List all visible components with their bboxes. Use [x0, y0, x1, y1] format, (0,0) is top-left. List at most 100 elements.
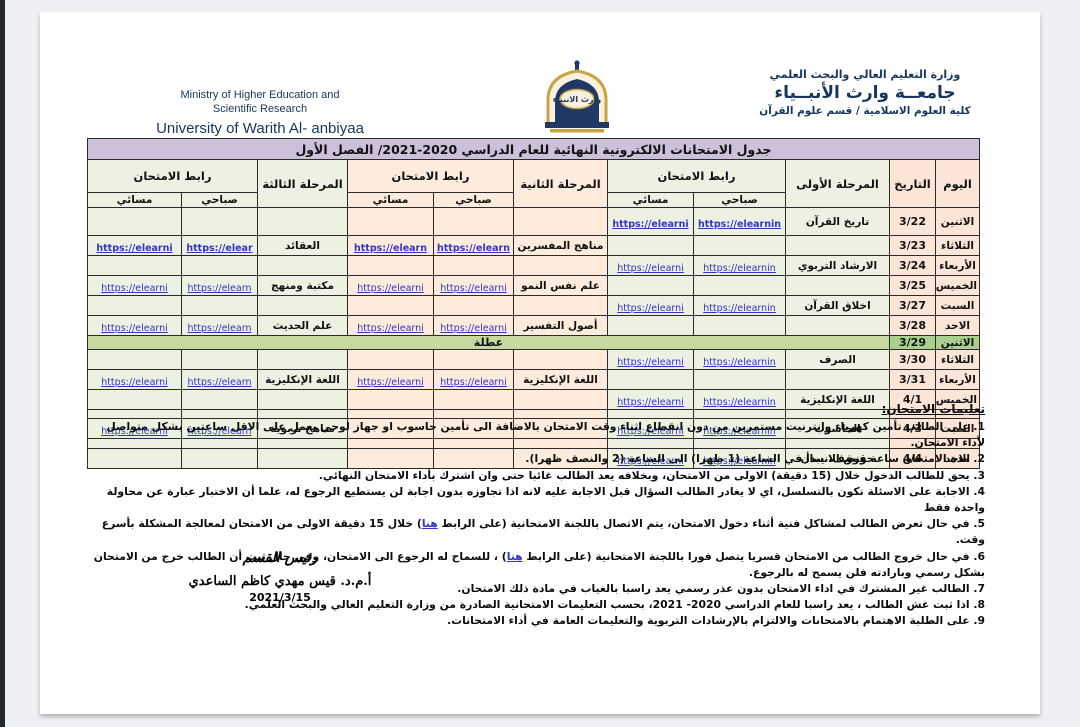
here-link[interactable]: هنا: [421, 517, 438, 531]
table-row: الاحد 3/28 أصول التفسير https://elearni http…: [86, 315, 980, 336]
university-name-english: University of Warith Al- anbiyaa: [156, 119, 364, 137]
exam-link-s1-am[interactable]: https://elearnin: [697, 219, 782, 230]
instruction-text: دقيقة الاولى من الامتحان لمعالجة المشكلة…: [101, 517, 985, 547]
link-cell-s3-pm: [86, 349, 183, 370]
exam-link-s1-pm[interactable]: https://elearni: [617, 397, 684, 408]
exam-link-s3-am[interactable]: https://elear: [186, 243, 253, 254]
exam-link-s1-am[interactable]: https://elearnin: [703, 456, 776, 467]
exam-link-s2-am[interactable]: https://elearni: [440, 323, 507, 334]
exam-link-s2-pm[interactable]: https://elearni: [357, 283, 424, 294]
link-cell-s2-am: [433, 448, 514, 469]
table-row: الأربعاء 3/31 اللغة الإنكليزية https://elea…: [86, 369, 980, 390]
exam-link-s1-pm[interactable]: https://elearni: [612, 219, 689, 230]
exam-link-s1-am[interactable]: https://elearnin: [703, 357, 776, 368]
link-cell-s3-pm: https://elearni: [86, 418, 183, 439]
exam-schedule-table: جدول الامتحانات الالكترونية النهائية للع…: [86, 138, 981, 469]
subject-cell-s1: تاريخ القرآن: [785, 207, 890, 236]
exam-link-s3-pm[interactable]: https://elearni: [101, 426, 168, 437]
instruction-text: 15 دقيقة: [776, 468, 827, 482]
exam-link-s1-am[interactable]: https://elearnin: [703, 426, 776, 437]
exam-link-s3-pm[interactable]: https://elearni: [101, 377, 168, 388]
date-cell: 3/31: [889, 369, 936, 390]
exam-link-s3-pm[interactable]: https://elearni: [101, 323, 168, 334]
day-cell: الاحد: [935, 315, 980, 336]
exam-link-s1-pm[interactable]: https://elearni: [617, 426, 684, 437]
subject-cell-s3: مكتبة ومنهج: [257, 275, 348, 296]
link-cell-s3-pm: https://elearni: [86, 315, 183, 336]
instruction-item-4: 4. الاجابة على الاسئلة تكون بالتسلسل، اي…: [93, 484, 985, 516]
link-cell-s2-pm: [347, 448, 434, 469]
subject-cell-s2: [513, 418, 608, 439]
link-cell-s2-pm: https://elearni: [347, 369, 434, 390]
instruction-number: 9.: [969, 614, 985, 628]
link-cell-s1-am: [693, 315, 786, 336]
exam-link-s1-am[interactable]: https://elearnin: [703, 397, 776, 408]
date-cell: 4/4: [889, 448, 936, 469]
subject-cell-s2: اللغة الإنكليزية: [513, 369, 608, 390]
link-cell-s2-pm: https://elearn: [347, 235, 434, 256]
subject-cell-s2: [513, 349, 608, 370]
subject-cell-s3: [257, 255, 348, 276]
subject-cell-s2: [513, 207, 608, 236]
subheader-stage3-evening: مسائي: [86, 192, 183, 208]
subject-cell-s1: حقوق الانسان: [785, 448, 890, 469]
signature-date: 2021/3/15: [249, 591, 311, 604]
table-row: الثلاثاء 3/23 مناهج المفسرين https://elearn…: [86, 235, 980, 256]
link-cell-s2-am: https://elearn: [433, 235, 514, 256]
here-link[interactable]: هنا: [506, 549, 523, 563]
link-cell-s3-pm: https://elearni: [86, 275, 183, 296]
exam-link-s1-pm[interactable]: https://elearni: [617, 303, 684, 314]
subheader-stage2-morning: صباحي: [433, 192, 514, 208]
link-cell-s2-am: https://elearni: [433, 369, 514, 390]
table-title: جدول الامتحانات الالكترونية النهائية للع…: [86, 138, 981, 160]
date-cell: 3/30: [889, 349, 936, 370]
exam-link-s3-am[interactable]: https://elearn: [187, 426, 252, 437]
link-cell-s2-am: [433, 349, 514, 370]
link-cell-s3-pm: [86, 255, 183, 276]
exam-link-s1-pm[interactable]: https://elearni: [617, 456, 684, 467]
exam-link-s2-pm[interactable]: https://elearni: [357, 377, 424, 388]
date-cell: 3/25: [889, 275, 936, 296]
exam-link-s3-pm[interactable]: https://elearni: [96, 243, 173, 254]
instruction-number: 1.: [969, 420, 985, 433]
ministry-line-1: Ministry of Higher Education and: [180, 89, 340, 101]
exam-link-s3-am[interactable]: https://elearn: [187, 377, 252, 388]
day-cell: الثلاثاء: [935, 235, 980, 256]
exam-link-s1-am[interactable]: https://elearnin: [703, 303, 776, 314]
link-cell-s2-pm: https://elearni: [347, 315, 434, 336]
link-cell-s3-am: https://elear: [181, 235, 258, 256]
link-cell-s3-pm: [86, 389, 183, 410]
date-cell: 3/22: [889, 207, 936, 236]
subject-cell-s1: اللغة الإنكليزية: [785, 389, 890, 410]
date-cell: 3/28: [889, 315, 936, 336]
exam-link-s2-am[interactable]: https://elearni: [440, 283, 507, 294]
day-cell: الاحد: [935, 448, 980, 469]
subject-cell-s3: علم الحديث: [257, 315, 348, 336]
link-cell-s3-am: [181, 255, 258, 276]
subject-cell-s1: [785, 235, 890, 256]
link-cell-s3-pm: [86, 207, 183, 236]
exam-link-s2-pm[interactable]: https://elearn: [353, 243, 428, 254]
exam-link-s3-am[interactable]: https://elearn: [187, 323, 252, 334]
instruction-item-7: 7. الطالب غير المشترك في اداء الامتحان ب…: [93, 581, 985, 597]
link-cell-s2-pm: [347, 255, 434, 276]
link-cell-s3-am: https://elearn: [181, 315, 258, 336]
exam-link-s1-pm[interactable]: https://elearni: [617, 357, 684, 368]
link-cell-s1-am: [693, 275, 786, 296]
instruction-item-6: 6. في حال خروج الطالب من الامتحان قسريا …: [93, 549, 985, 581]
link-cell-s3-am: https://elearn: [181, 275, 258, 296]
instruction-text: على الطالب تأمين كهرباء وانترنيت مستمرين…: [106, 420, 985, 450]
exam-link-s1-pm[interactable]: https://elearni: [617, 263, 684, 274]
subject-cell-s3: [257, 207, 348, 236]
exam-link-s2-am[interactable]: https://elearn: [436, 243, 511, 254]
subject-cell-s3: العقائد: [257, 235, 348, 256]
exam-link-s3-pm[interactable]: https://elearni: [101, 283, 168, 294]
col-header-stage3-link: رابط الامتحان: [86, 159, 259, 193]
exam-link-s2-pm[interactable]: https://elearni: [357, 323, 424, 334]
link-cell-s1-pm: https://elearni: [607, 448, 694, 469]
spacer-row: [86, 409, 980, 419]
exam-link-s1-am[interactable]: https://elearnin: [703, 263, 776, 274]
exam-link-s3-am[interactable]: https://elearn: [187, 283, 252, 294]
exam-link-s2-am[interactable]: https://elearni: [440, 377, 507, 388]
